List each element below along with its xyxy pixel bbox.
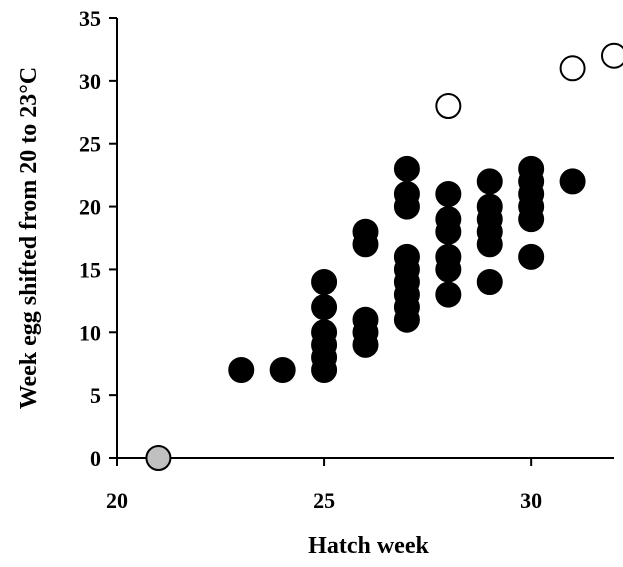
open-circle-point	[601, 42, 623, 69]
filled-circle-point	[476, 168, 503, 195]
filled-circle-point	[559, 168, 586, 195]
filled-circle-point	[269, 357, 296, 383]
y-tick-label: 0	[90, 446, 101, 471]
filled-circle-point	[228, 357, 255, 383]
filled-circle-point	[435, 181, 462, 207]
filled-circle-point	[476, 193, 503, 220]
filled-circle-point	[435, 281, 462, 308]
open-circle-point	[435, 93, 462, 119]
filled-circle-point	[435, 243, 462, 270]
filled-circle-point	[393, 181, 420, 207]
filled-circle-point	[311, 319, 338, 346]
y-tick-label: 5	[90, 383, 101, 408]
y-tick-label: 25	[79, 132, 101, 157]
filled-circle-point	[476, 269, 503, 295]
open-circle-point	[559, 55, 586, 82]
filled-circle-point	[393, 155, 420, 182]
y-tick-label: 35	[79, 6, 101, 31]
filled-circle-point	[311, 294, 338, 321]
y-axis-title: Week egg shifted from 20 to 23°C	[16, 67, 42, 409]
data-points	[145, 42, 623, 471]
x-tick-label: 20	[106, 488, 128, 513]
y-tick-label: 15	[79, 257, 101, 282]
y-tick-label: 20	[79, 195, 101, 220]
filled-circle-point	[518, 243, 545, 270]
filled-circle-point	[352, 306, 379, 333]
x-axis-title: Hatch week	[308, 533, 429, 559]
filled-circle-point	[311, 269, 338, 295]
filled-circle-point	[352, 218, 379, 245]
filled-circle-point	[435, 206, 462, 233]
x-tick-label: 30	[520, 488, 542, 513]
filled-circle-point	[518, 155, 545, 182]
y-tick-label: 10	[79, 320, 101, 345]
filled-circle-point	[393, 243, 420, 270]
gray-circle-point	[145, 445, 172, 471]
ticks: 0 5 10 15 20 25 30 35 20 25 30	[79, 6, 542, 513]
x-tick-label: 25	[313, 488, 335, 513]
y-tick-label: 30	[79, 69, 101, 94]
